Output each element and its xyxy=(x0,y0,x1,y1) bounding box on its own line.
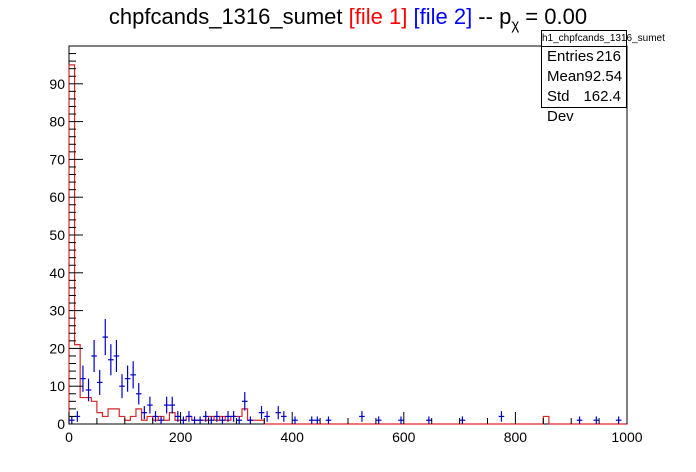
file2-point xyxy=(85,378,92,402)
file2-point xyxy=(180,416,187,424)
y-tick-label: 50 xyxy=(49,227,65,243)
stats-box: h1_chpfcands_1316_sumet Entries 216 Mean… xyxy=(541,30,665,125)
file2-point xyxy=(186,411,192,422)
file2-point xyxy=(219,416,226,424)
x-tick-label: 800 xyxy=(504,429,528,445)
y-tick-label: 10 xyxy=(49,378,65,394)
stats-row-mean: Mean 92.54 xyxy=(542,67,626,87)
y-tick-label: 90 xyxy=(49,76,65,92)
stats-row-entries: Entries 216 xyxy=(542,47,626,67)
file2-point xyxy=(208,416,215,424)
file2-point xyxy=(119,374,125,399)
file2-point xyxy=(163,396,170,414)
file2-point xyxy=(197,416,203,424)
y-tick-label: 30 xyxy=(49,303,65,319)
stats-label-mean: Mean xyxy=(547,68,585,85)
y-tick-label: 20 xyxy=(49,340,65,356)
file2-point xyxy=(80,365,86,392)
file2-point xyxy=(275,406,282,420)
file2-point xyxy=(258,406,265,420)
file2-point xyxy=(124,365,131,392)
x-tick-label: 400 xyxy=(281,429,305,445)
stats-name: h1_chpfcands_1316_sumet xyxy=(542,31,665,47)
x-tick-label: 1000 xyxy=(611,429,642,445)
file2-point xyxy=(308,416,315,424)
file2-point xyxy=(96,369,103,395)
file2-point xyxy=(615,416,622,424)
file2-point xyxy=(241,392,248,411)
file2-point xyxy=(375,416,382,424)
stats-value-entries: 216 xyxy=(595,48,621,65)
file2-point xyxy=(169,396,176,414)
file2-point xyxy=(236,416,242,424)
axes: 0 200 400 600 800 1000 0 10 20 30 40 50 60 70 80 90 xyxy=(49,53,643,445)
title-suffix-a: -- p xyxy=(472,4,512,29)
y-tick-label: 40 xyxy=(49,265,65,281)
file2-point xyxy=(230,411,237,422)
file2-point xyxy=(214,411,220,422)
file2-point xyxy=(325,416,332,424)
file2-point xyxy=(69,416,75,424)
file2-point xyxy=(264,411,270,422)
file2-point xyxy=(175,411,181,422)
stats-label-entries: Entries xyxy=(547,48,594,65)
file1-series xyxy=(68,64,627,425)
title-suffix-b: = 0.00 xyxy=(519,4,588,29)
file2-point xyxy=(314,416,321,424)
file2-point xyxy=(91,339,97,372)
file2-point xyxy=(102,318,109,356)
file2-point xyxy=(202,411,209,422)
file2-point xyxy=(141,406,148,420)
title-file2: [file 2] xyxy=(413,4,473,29)
stats-label-stddev: Std Dev xyxy=(547,88,574,125)
y-tick-label: 80 xyxy=(49,114,65,130)
y-tick-label: 0 xyxy=(57,416,65,432)
stats-value-mean: 92.54 xyxy=(584,68,623,85)
chart-title: chpfcands_1316_sumet [file 1] [file 2] -… xyxy=(0,4,696,33)
title-file1: [file 1] xyxy=(348,4,408,29)
x-tick-label: 600 xyxy=(392,429,416,445)
file2-point xyxy=(135,383,142,405)
file1-step-line xyxy=(68,64,627,425)
title-main: chpfcands_1316_sumet xyxy=(108,4,349,29)
title-sub: χ xyxy=(511,16,520,34)
file2-point xyxy=(225,411,231,422)
file2-point xyxy=(158,416,164,424)
y-tick-label: 60 xyxy=(49,189,65,205)
file2-point xyxy=(398,416,404,424)
file2-point xyxy=(359,411,365,422)
stats-row-stddev: Std Dev 162.4 xyxy=(542,87,626,125)
file2-point xyxy=(292,416,298,424)
file2-point xyxy=(459,416,466,424)
file2-point xyxy=(130,361,136,389)
file2-point xyxy=(113,339,120,372)
stats-value-stddev: 162.4 xyxy=(583,88,621,105)
file2-point xyxy=(576,416,583,424)
file2-point xyxy=(247,416,254,424)
file2-point xyxy=(498,411,505,422)
file2-point xyxy=(281,411,287,422)
file2-point xyxy=(108,344,114,376)
file2-series xyxy=(69,318,622,424)
file2-point xyxy=(147,396,153,414)
y-tick-label: 70 xyxy=(49,151,65,167)
file2-point xyxy=(426,416,432,424)
file2-point xyxy=(152,411,159,422)
x-tick-label: 0 xyxy=(65,429,73,445)
x-tick-label: 200 xyxy=(169,429,193,445)
file2-point xyxy=(191,416,198,424)
file2-point xyxy=(593,416,600,424)
